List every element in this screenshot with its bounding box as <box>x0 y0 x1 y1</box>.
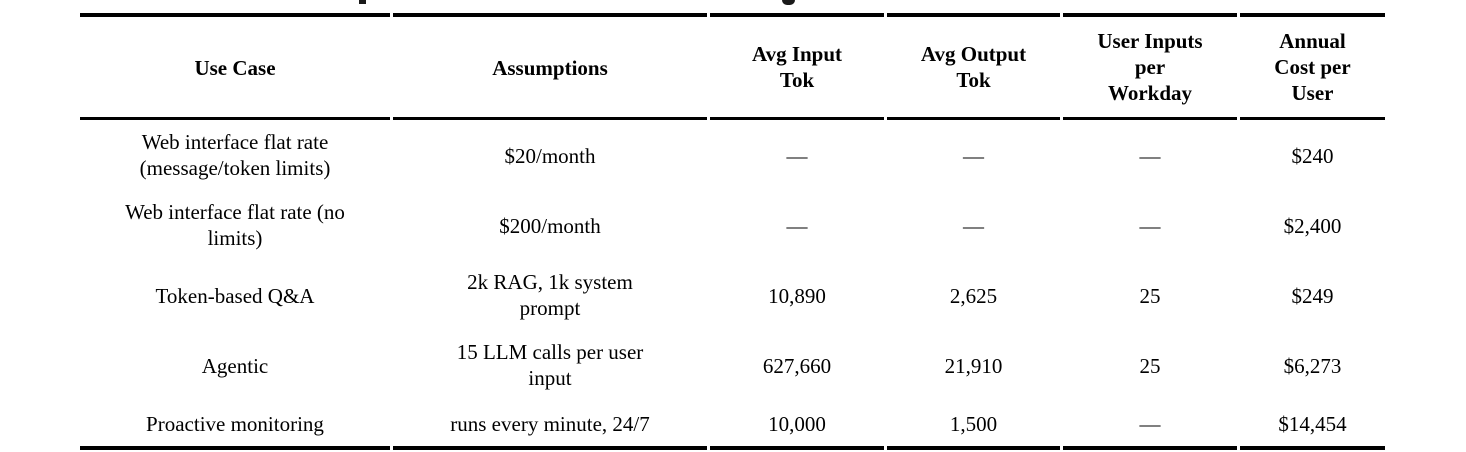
avg-input-tok-cell: — <box>786 144 808 169</box>
use-case-cell: Proactive monitoring <box>80 400 390 451</box>
table-row: Web interface flat rate (message/token l… <box>80 120 1385 190</box>
use-case-cell: Agentic <box>201 354 269 379</box>
column-header-label: Use Case <box>194 56 276 81</box>
avg-input-tok-cell: 10,000 <box>710 400 884 451</box>
avg-input-tok-cell: — <box>786 214 808 239</box>
user-inputs-per-workday-cell: 25 <box>1139 354 1161 379</box>
column-header-label: Annual Cost per User <box>1274 29 1351 105</box>
column-header-assumptions: Assumptions <box>393 13 707 120</box>
assumptions-cell: 2k RAG, 1k system prompt <box>467 270 633 320</box>
column-header-label: Avg Output Tok <box>920 42 1027 92</box>
table-row: Proactive monitoring runs every minute, … <box>80 400 1385 451</box>
avg-input-tok-cell: 10,890 <box>768 284 826 309</box>
cropped-caption-descender-fragment <box>359 0 366 4</box>
avg-output-tok-cell: — <box>963 144 984 169</box>
user-inputs-per-workday-cell: 25 <box>1139 284 1161 309</box>
table-row: Web interface flat rate (no limits) $200… <box>80 190 1385 260</box>
user-inputs-per-workday-cell: — <box>1063 400 1237 451</box>
user-inputs-per-workday-cell: — <box>1139 214 1161 239</box>
column-header-label: User Inputs per Workday <box>1097 29 1203 105</box>
use-case-cell: Web interface flat rate (no limits) <box>125 200 345 250</box>
column-header-avg-output-tok: Avg Output Tok <box>887 13 1060 120</box>
assumptions-cell: runs every minute, 24/7 <box>393 400 707 451</box>
assumptions-cell: 15 LLM calls per user input <box>456 340 644 390</box>
assumptions-cell: $200/month <box>499 214 601 239</box>
user-inputs-per-workday-cell: — <box>1139 144 1161 169</box>
column-header-label: Avg Input Tok <box>751 42 843 92</box>
column-header-label: Assumptions <box>492 56 608 81</box>
use-case-cell: Token-based Q&A <box>155 284 315 309</box>
annual-cost-cell: $14,454 <box>1240 400 1385 451</box>
cropped-caption-descender-fragment <box>782 0 795 5</box>
avg-output-tok-cell: 21,910 <box>944 354 1003 379</box>
column-header-annual-cost-per-user: Annual Cost per User <box>1240 13 1385 120</box>
annual-cost-table: Use Case Assumptions Avg Input Tok Avg O… <box>77 13 1388 451</box>
header-row: Use Case Assumptions Avg Input Tok Avg O… <box>80 13 1385 120</box>
table-row: Agentic 15 LLM calls per user input 627,… <box>80 330 1385 400</box>
use-case-cell: Web interface flat rate (message/token l… <box>139 130 331 180</box>
avg-output-tok-cell: — <box>963 214 984 239</box>
avg-input-tok-cell: 627,660 <box>762 354 832 379</box>
avg-output-tok-cell: 1,500 <box>887 400 1060 451</box>
assumptions-cell: $20/month <box>504 144 596 169</box>
annual-cost-cell: $240 <box>1291 144 1334 169</box>
column-header-use-case: Use Case <box>80 13 390 120</box>
annual-cost-cell: $2,400 <box>1283 214 1342 239</box>
column-header-user-inputs-per-workday: User Inputs per Workday <box>1063 13 1237 120</box>
avg-output-tok-cell: 2,625 <box>949 284 998 309</box>
annual-cost-cell: $6,273 <box>1283 354 1342 379</box>
annual-cost-cell: $249 <box>1291 284 1334 309</box>
column-header-avg-input-tok: Avg Input Tok <box>710 13 884 120</box>
table-row: Token-based Q&A 2k RAG, 1k system prompt… <box>80 260 1385 330</box>
